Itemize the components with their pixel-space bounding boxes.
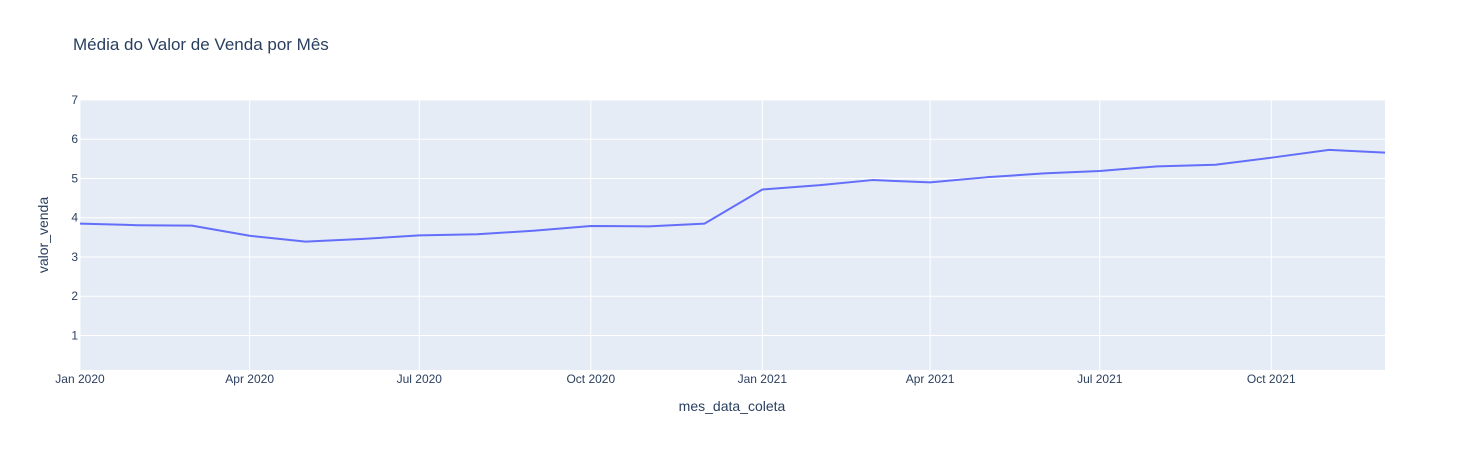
x-tick-label: Oct 2021	[1247, 372, 1296, 386]
x-tick-label: Jan 2020	[55, 372, 105, 386]
data-point[interactable]	[360, 236, 366, 242]
y-tick-label: 1	[71, 328, 78, 342]
y-tick-label: 7	[71, 93, 78, 107]
x-tick-label: Jan 2021	[738, 372, 788, 386]
data-point[interactable]	[1155, 163, 1161, 169]
data-point[interactable]	[474, 231, 480, 237]
data-point[interactable]	[817, 182, 823, 188]
data-point[interactable]	[1268, 155, 1274, 161]
data-point[interactable]	[588, 223, 594, 229]
data-point[interactable]	[1097, 168, 1103, 174]
y-tick-label: 4	[71, 211, 78, 225]
data-point[interactable]	[702, 221, 708, 227]
data-point[interactable]	[532, 228, 538, 234]
data-point[interactable]	[135, 222, 141, 228]
plot-area	[80, 100, 1385, 370]
series-layer	[79, 147, 1388, 245]
data-point[interactable]	[416, 232, 422, 238]
x-axis-title: mes_data_coleta	[679, 398, 786, 414]
x-tick-label: Apr 2021	[906, 372, 955, 386]
data-point[interactable]	[303, 239, 309, 245]
chart-title: Média do Valor de Venda por Mês	[73, 35, 329, 54]
y-axis-ticks: 1 2 3 4 5 6 7	[71, 93, 78, 342]
data-point[interactable]	[759, 186, 765, 192]
series-line	[79, 148, 1386, 243]
x-tick-label: Oct 2020	[566, 372, 615, 386]
data-point[interactable]	[646, 223, 652, 229]
y-axis-title: valor_venda	[35, 197, 51, 273]
x-tick-label: Jul 2021	[1077, 372, 1123, 386]
x-tick-label: Apr 2020	[225, 372, 274, 386]
data-point[interactable]	[1212, 162, 1218, 168]
x-axis-ticks: Jan 2020 Apr 2020 Jul 2020 Oct 2020 Jan 2021…	[55, 372, 1296, 386]
x-tick-label: Jul 2020	[397, 372, 443, 386]
y-tick-label: 5	[71, 171, 78, 185]
y-tick-label: 2	[71, 289, 78, 303]
y-tick-label: 3	[71, 250, 78, 264]
data-point[interactable]	[1326, 147, 1332, 153]
data-point[interactable]	[869, 177, 875, 183]
data-point[interactable]	[983, 174, 989, 180]
data-point[interactable]	[1041, 170, 1047, 176]
y-tick-label: 6	[71, 132, 78, 146]
data-point[interactable]	[1382, 150, 1388, 156]
data-point[interactable]	[927, 179, 933, 185]
data-point[interactable]	[189, 223, 195, 229]
data-point[interactable]	[247, 233, 253, 239]
